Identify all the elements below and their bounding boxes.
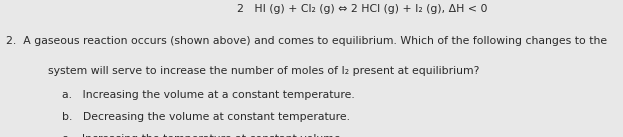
Text: c.   Increasing the temperature at constant volume.: c. Increasing the temperature at constan… — [62, 134, 345, 137]
Text: b.   Decreasing the volume at constant temperature.: b. Decreasing the volume at constant tem… — [62, 112, 350, 122]
Text: a.   Increasing the volume at a constant temperature.: a. Increasing the volume at a constant t… — [62, 90, 355, 100]
Text: system will serve to increase the number of moles of I₂ present at equilibrium?: system will serve to increase the number… — [34, 66, 480, 76]
Text: 2.  A gaseous reaction occurs (shown above) and comes to equilibrium. Which of t: 2. A gaseous reaction occurs (shown abov… — [6, 36, 607, 46]
Text: 2   HI (g) + Cl₂ (g) ⇔ 2 HCl (g) + I₂ (g), ΔH < 0: 2 HI (g) + Cl₂ (g) ⇔ 2 HCl (g) + I₂ (g),… — [237, 4, 487, 14]
